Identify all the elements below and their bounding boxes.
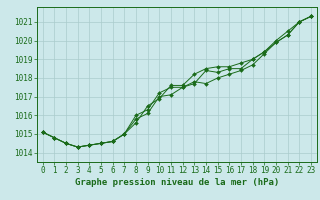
X-axis label: Graphe pression niveau de la mer (hPa): Graphe pression niveau de la mer (hPa) [75,178,279,187]
